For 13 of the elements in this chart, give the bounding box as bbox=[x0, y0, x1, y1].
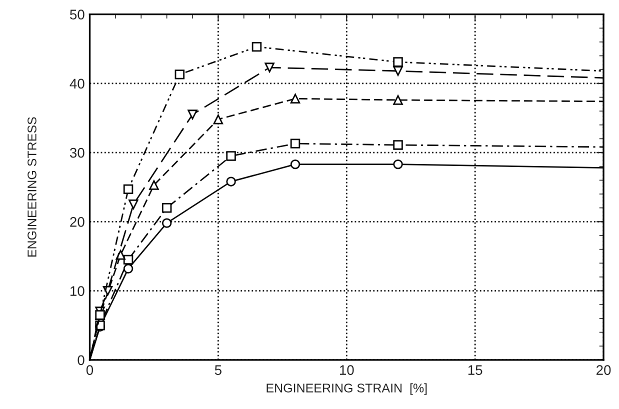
y-tick-label: 10 bbox=[70, 286, 84, 296]
x-axis-title: ENGINEERING STRAIN [%] bbox=[266, 383, 427, 395]
y-tick-label: 30 bbox=[70, 148, 84, 158]
y-axis-title: ENGINEERING STRESS bbox=[28, 117, 36, 257]
x-tick-label: 0 bbox=[86, 365, 94, 375]
y-tick-label: 40 bbox=[70, 78, 84, 89]
x-tick-label: 15 bbox=[468, 365, 482, 375]
x-tick-label: 20 bbox=[596, 365, 611, 375]
y-tick-label: 20 bbox=[70, 217, 84, 227]
y-tick-label: 50 bbox=[70, 10, 84, 20]
y-tick-label: 0 bbox=[78, 355, 84, 366]
x-tick-label: 5 bbox=[214, 365, 222, 375]
x-tick-label: 10 bbox=[340, 365, 354, 375]
